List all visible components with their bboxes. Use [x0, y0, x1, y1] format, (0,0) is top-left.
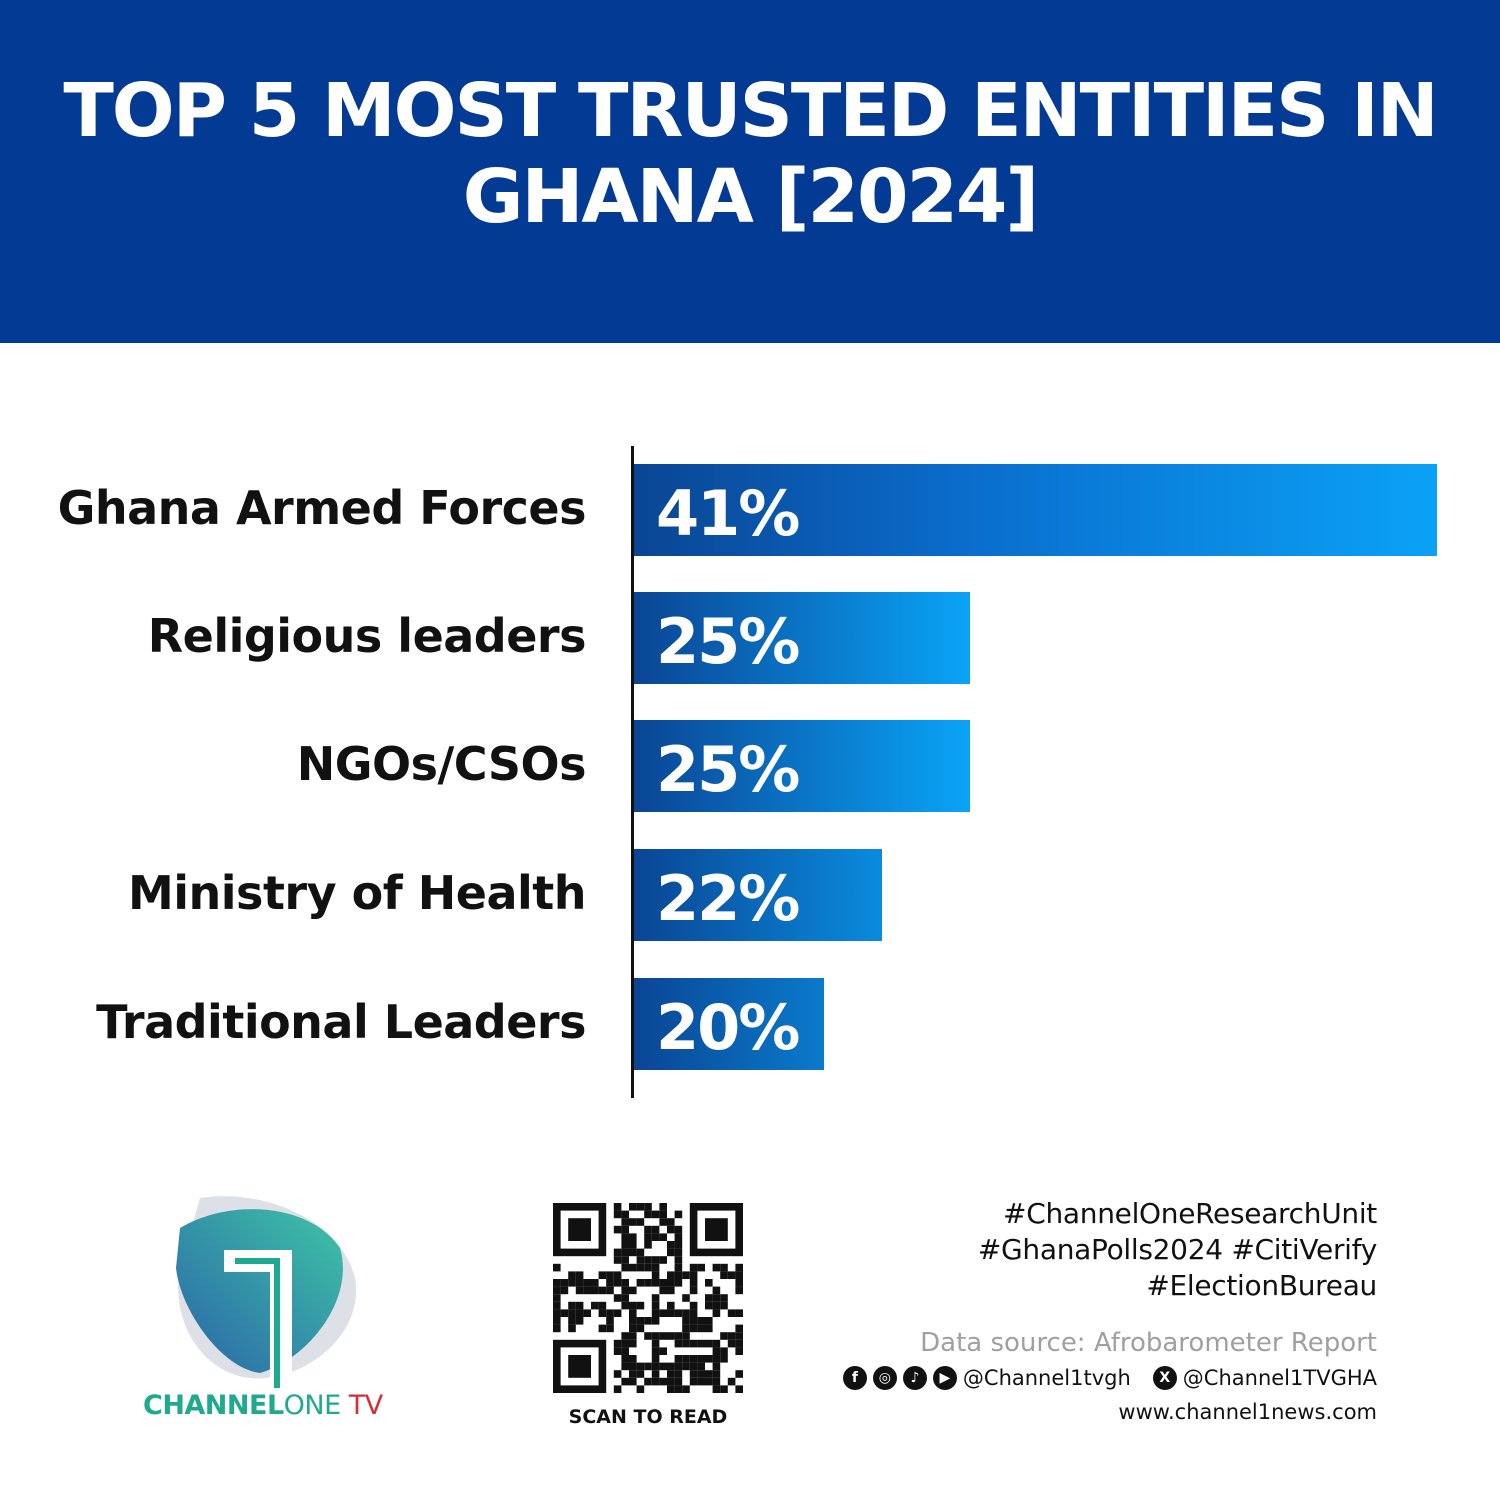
- hashtags: #ChannelOneResearchUnit #GhanaPolls2024 …: [978, 1196, 1377, 1304]
- hashtag-line: #ChannelOneResearchUnit: [1003, 1197, 1377, 1230]
- bar: 25%: [634, 592, 970, 684]
- value-label: 20%: [656, 991, 800, 1064]
- bar: 25%: [634, 720, 970, 812]
- hashtag-line: #GhanaPolls2024 #CitiVerify: [977, 1233, 1377, 1266]
- value-label: 41%: [656, 477, 800, 550]
- brand-part-one: ONE: [283, 1390, 342, 1421]
- qr-caption: SCAN TO READ: [568, 1406, 728, 1428]
- header-banner: TOP 5 MOST TRUSTED ENTITIES IN GHANA [20…: [0, 0, 1500, 343]
- category-label: NGOs/CSOs: [296, 737, 587, 791]
- social-handles: f ◎ ♪ ▶ @Channel1tvgh X @Channel1TVGHA: [842, 1366, 1377, 1390]
- social-handle[interactable]: @Channel1tvgh: [962, 1366, 1131, 1390]
- hashtag-line: #ElectionBureau: [1146, 1269, 1377, 1302]
- bar: 20%: [634, 978, 824, 1070]
- x-icon[interactable]: X: [1152, 1366, 1177, 1390]
- brand-part-tv: TV: [340, 1390, 383, 1421]
- channel-one-logo: [176, 1196, 357, 1388]
- category-label: Religious leaders: [147, 609, 587, 663]
- y-axis-line: [631, 446, 634, 1098]
- instagram-icon[interactable]: ◎: [872, 1366, 897, 1390]
- youtube-icon[interactable]: ▶: [932, 1366, 957, 1390]
- qr-code[interactable]: [553, 1203, 743, 1393]
- category-label: Ghana Armed Forces: [57, 481, 587, 535]
- tiktok-icon[interactable]: ♪: [902, 1366, 927, 1390]
- value-label: 25%: [656, 733, 800, 806]
- brand-wordmark: CHANNELONE TV: [143, 1390, 383, 1421]
- brand-part-channel: CHANNEL: [143, 1390, 284, 1421]
- facebook-icon[interactable]: f: [842, 1366, 867, 1390]
- value-label: 22%: [656, 862, 800, 935]
- value-label: 25%: [656, 605, 800, 678]
- x-handle[interactable]: @Channel1TVGHA: [1182, 1366, 1377, 1390]
- page-title: TOP 5 MOST TRUSTED ENTITIES IN GHANA [20…: [63, 67, 1438, 240]
- category-label: Ministry of Health: [128, 866, 587, 920]
- bar: 41%: [634, 464, 1437, 556]
- website-link[interactable]: www.channel1news.com: [1118, 1400, 1377, 1424]
- bar: 22%: [634, 849, 883, 941]
- category-label: Traditional Leaders: [96, 995, 586, 1049]
- data-source: Data source: Afrobarometer Report: [920, 1328, 1377, 1358]
